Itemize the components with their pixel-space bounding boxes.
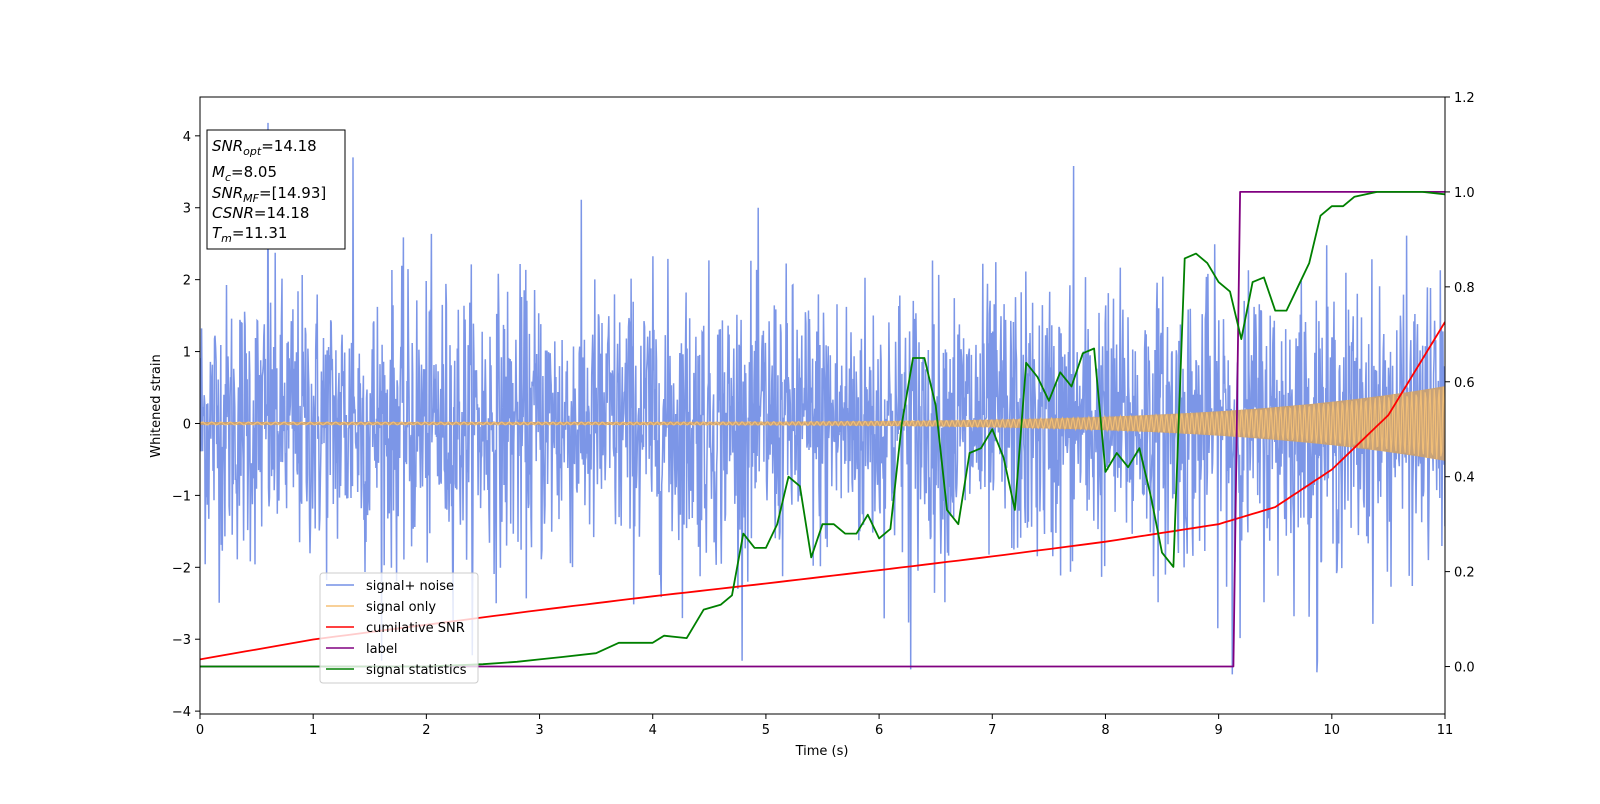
y-right-tick-label: 1.2	[1454, 91, 1475, 106]
y-left-tick-label: −1	[172, 489, 191, 504]
y-right-tick-label: 0.2	[1454, 566, 1475, 581]
x-tick-label: 1	[309, 723, 317, 738]
info-box: SNRopt=14.18 Mc=8.05 SNRMF=[14.93] CSNR=…	[206, 129, 346, 250]
y-right-tick-label: 0.6	[1454, 376, 1475, 391]
x-tick-label: 4	[649, 723, 657, 738]
y-left-tick-label: 4	[183, 130, 191, 145]
x-tick-label: 5	[762, 723, 770, 738]
x-tick-label: 3	[535, 723, 543, 738]
x-tick-label: 10	[1324, 723, 1341, 738]
legend-label-label: label	[366, 642, 397, 657]
info-tm: Tm=11.31	[212, 224, 287, 245]
x-tick-label: 6	[875, 723, 883, 738]
y-left-tick-label: 3	[183, 202, 191, 217]
x-axis-label: Time (s)	[795, 744, 849, 759]
legend: signal+ noise signal only cumilative SNR…	[319, 572, 479, 684]
info-mc: Mc=8.05	[212, 163, 277, 184]
y-left-tick-label: 2	[183, 274, 191, 289]
y-left-tick-label: 0	[183, 417, 191, 432]
x-tick-label: 9	[1214, 723, 1222, 738]
legend-label-signal-noise: signal+ noise	[366, 579, 454, 594]
y-axis-right: 0.0 0.2 0.4 0.6 0.8 1.0 1.2	[1445, 91, 1475, 676]
info-snr-opt: SNRopt=14.18	[212, 137, 317, 158]
y-right-tick-label: 0.4	[1454, 471, 1475, 486]
y-right-tick-label: 0.8	[1454, 281, 1475, 296]
x-axis: 0 1 2 3 4 5 6 7 8 9 10 11	[196, 714, 1453, 738]
series-signal-only-envelope	[200, 386, 1445, 461]
legend-label-signal-only: signal only	[366, 600, 436, 615]
x-tick-label: 11	[1437, 723, 1454, 738]
legend-frame	[319, 572, 479, 684]
legend-label-cumilative-snr: cumilative SNR	[366, 621, 465, 636]
series-signal-statistics	[200, 190, 1445, 668]
plot-frame	[199, 96, 1446, 715]
x-tick-label: 7	[988, 723, 996, 738]
y-right-tick-label: 1.0	[1454, 186, 1475, 201]
y-right-tick-label: 0.0	[1454, 661, 1475, 676]
y-left-tick-label: −4	[172, 705, 191, 720]
y-axis-label: Whitened strain	[149, 354, 164, 457]
series-label	[200, 190, 1445, 668]
x-tick-label: 2	[422, 723, 430, 738]
y-axis-left: −4 −3 −2 −1 0 1 2 3 4	[172, 130, 200, 720]
legend-label-signal-statistics: signal statistics	[366, 663, 467, 678]
info-csnr: CSNR=14.18	[212, 204, 309, 222]
y-left-tick-label: −3	[172, 633, 191, 648]
y-left-tick-label: −2	[172, 561, 191, 576]
y-left-tick-label: 1	[183, 346, 191, 361]
info-box-frame	[206, 129, 346, 250]
x-tick-label: 8	[1101, 723, 1109, 738]
x-tick-label: 0	[196, 723, 204, 738]
info-snr-mf: SNRMF=[14.93]	[212, 184, 326, 205]
